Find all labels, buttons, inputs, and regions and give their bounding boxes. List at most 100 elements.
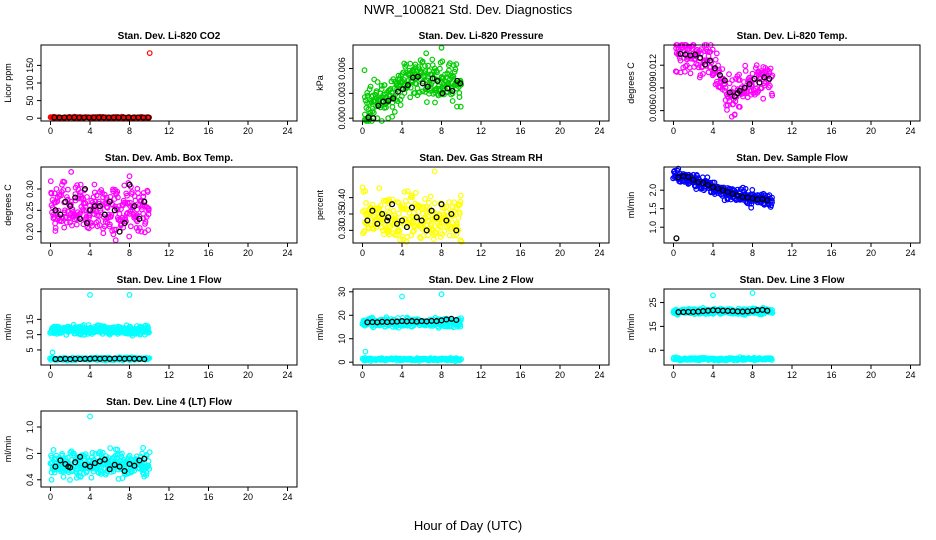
x-tick-label: 24 [283,492,293,502]
data-point [753,62,760,69]
data-point [421,72,428,78]
hourly-mean-point [83,220,91,227]
y-tick-label: 0.4 [25,474,35,487]
hourly-mean-point [106,198,113,205]
data-point [50,447,57,453]
x-tick-label: 16 [203,492,213,502]
x-axis: 0 4 8 12 16 20 24 [671,243,916,258]
data-point [432,99,438,106]
data-point [710,292,716,299]
hourly-mean-point [429,75,436,82]
y-tick-label: 15 [25,314,35,324]
y-tick-label: 25 [648,298,658,308]
x-tick-label: 8 [127,126,132,136]
y-axis: 0.20 0.25 0.30 [25,180,41,240]
hourly-mean-point [384,217,391,224]
x-tick-label: 16 [515,126,525,136]
hourly-mean-point [131,203,138,210]
y-axis: 0.300.350.40 [337,189,353,239]
data-point [376,185,383,192]
data-point [411,223,418,230]
hourly-mean-point [764,307,771,314]
data-point [381,82,388,88]
data-point [58,218,65,225]
x-tick-label: 0 [360,370,365,380]
x-axis: 0 4 8 12 16 20 24 [671,365,916,380]
data-point [364,115,371,122]
data-point [89,222,95,229]
x-axis: 0 4 8 12 16 20 24 [48,365,293,380]
x-tick-label: 20 [243,370,253,380]
x-tick-label: 4 [399,370,404,380]
hourly-mean-point [121,220,128,227]
hourly-mean-point [101,456,108,463]
hourly-mean-point [423,227,430,234]
hourly-mean-point [685,173,692,180]
x-tick-label: 20 [555,126,565,136]
data-point [399,203,406,209]
x-tick-label: 24 [283,370,293,380]
data-point [392,231,398,238]
panel-title: Stan. Dev. Li-820 Temp. [737,31,848,42]
y-tick-label: 1.0 [648,221,658,234]
chart-panel-9: Stan. Dev. Line 3 Flow ml/min 0 4 8 12 16 20 24 5… [626,275,921,380]
x-tick-label: 20 [555,248,565,258]
hourly-mean-point [369,207,376,214]
y-tick-label: 100 [25,75,35,90]
data-point [438,44,445,51]
x-tick-label: 0 [671,370,676,380]
data-point [87,413,93,420]
data-point [126,233,133,240]
data-point [366,86,373,93]
y-axis: 0 10 20 30 [337,287,353,365]
data-point [364,92,371,99]
y-axis-label: percent [315,189,325,220]
data-point [439,58,446,65]
hourly-mean-point [141,198,148,205]
data-point [361,67,368,74]
hourly-mean-point [72,459,79,466]
data-point [434,69,440,76]
x-tick-label: 4 [87,370,92,380]
data-point [401,188,408,195]
data-point [449,98,456,104]
data-point [729,77,736,83]
hourly-mean-point [57,211,64,218]
data-point [362,188,369,195]
chart-panel-10: Stan. Dev. Line 4 (LT) Flow ml/min 0 4 8 12 16… [3,397,298,502]
data-point [103,194,110,201]
y-axis: 1.0 1.5 2.0 [648,184,664,234]
data-point [129,189,135,196]
hourly-mean-point [374,220,381,227]
data-point [742,185,749,192]
x-tick-label: 8 [750,248,755,258]
data-point [126,292,133,298]
y-tick-label: 0.000 [337,107,347,130]
data-point [383,104,389,111]
data-point [146,449,153,456]
hourly-mean-point [375,102,382,109]
hourly-mean-point [379,210,386,218]
x-tick-label: 4 [710,370,715,380]
data-points [672,42,776,120]
hourly-mean-point [724,188,731,196]
x-tick-label: 20 [243,126,253,136]
data-point [91,181,98,188]
data-point [719,66,726,72]
hourly-mean-point [418,217,425,224]
hourly-mean-point [116,463,123,470]
data-point [445,79,452,86]
x-tick-label: 24 [595,370,605,380]
data-point [361,228,367,235]
chart-panel-1: Stan. Dev. Li-820 CO2 Licor ppm 0 4 8 12 16 20 2… [3,31,298,136]
hourly-mean-point [399,86,407,93]
hourly-mean-point [424,83,431,90]
data-point [374,115,381,122]
x-tick-label: 4 [710,126,715,136]
y-axis-label: ml/min [3,314,13,341]
data-point [361,94,368,100]
data-point [61,179,68,185]
data-point [99,449,106,456]
data-point [404,188,411,195]
data-points [361,44,465,124]
